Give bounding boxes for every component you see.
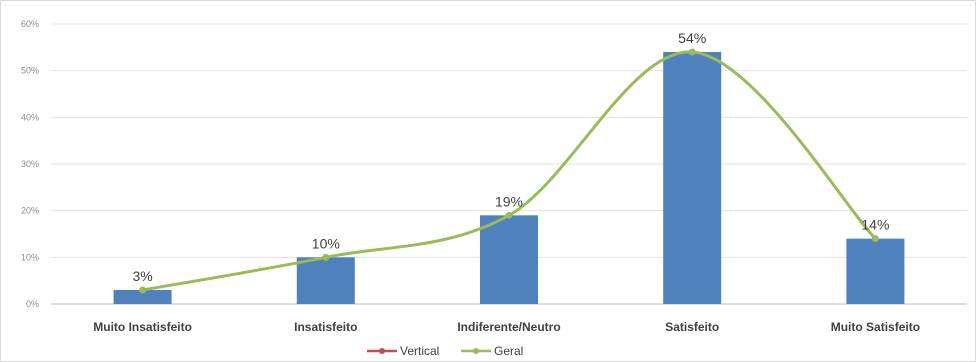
- legend-label: Geral: [494, 344, 523, 358]
- data-label: 10%: [312, 235, 340, 251]
- data-label: 14%: [861, 217, 889, 233]
- bar: [113, 290, 172, 304]
- series-line-geral: [142, 50, 877, 292]
- data-label: 54%: [678, 30, 706, 46]
- y-tick-label: 30%: [21, 159, 39, 169]
- x-tick-label: Insatisfeito: [294, 320, 357, 334]
- legend-marker: [473, 348, 479, 354]
- bar: [480, 215, 538, 304]
- legend-label: Vertical: [400, 344, 439, 358]
- y-tick-label: 20%: [21, 206, 39, 216]
- x-tick-label: Muito Insatisfeito: [93, 320, 192, 334]
- x-tick-label: Satisfeito: [665, 320, 719, 334]
- series-point-geral: [322, 253, 330, 261]
- x-tick-label: Indiferente/Neutro: [457, 320, 560, 334]
- data-label: 19%: [495, 193, 523, 209]
- y-tick-label: 60%: [21, 19, 39, 29]
- bar: [296, 257, 355, 304]
- series-point-geral: [688, 48, 696, 56]
- data-label: 3%: [132, 268, 152, 284]
- x-tick-label: Muito Satisfeito: [831, 320, 920, 334]
- y-tick-label: 0%: [26, 299, 39, 309]
- y-tick-label: 40%: [21, 112, 39, 122]
- legend-marker: [379, 348, 385, 354]
- series-point-geral: [139, 286, 147, 294]
- bar: [663, 52, 722, 304]
- y-tick-label: 50%: [21, 66, 39, 76]
- y-tick-label: 10%: [21, 252, 39, 262]
- bar: [846, 238, 905, 304]
- series-point-geral: [871, 235, 879, 243]
- series-point-geral: [505, 211, 513, 219]
